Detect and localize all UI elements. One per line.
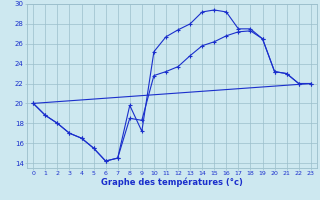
X-axis label: Graphe des températures (°c): Graphe des températures (°c)	[101, 178, 243, 187]
